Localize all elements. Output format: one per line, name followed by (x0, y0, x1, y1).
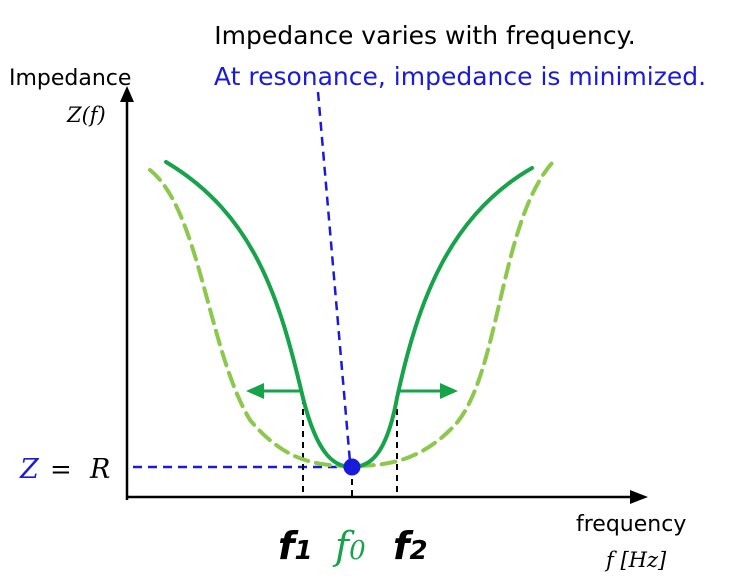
y-axis-arrowhead (120, 86, 134, 102)
x-axis-symbol: f [Hz] (604, 548, 667, 572)
subtitle: At resonance, impedance is minimized. (214, 62, 706, 91)
left-shift-arrow-icon (246, 383, 264, 399)
f2-label: f2 (393, 524, 428, 568)
narrow-impedance-curve (164, 160, 534, 470)
r-symbol: R (89, 454, 110, 485)
y-axis-label: Impedance (9, 66, 131, 91)
x-axis-arrowhead (630, 490, 648, 504)
right-shift-arrow-icon (440, 383, 458, 399)
title: Impedance varies with frequency. (214, 21, 636, 50)
wide-impedance-curve (148, 160, 555, 469)
f0-label: f0 (332, 524, 366, 568)
resonance-pointer-line (316, 91, 352, 463)
x-axis-label: frequency (576, 512, 686, 537)
z-symbol: Z (19, 454, 40, 485)
f1-label: f1 (278, 524, 313, 568)
resonance-point (343, 458, 361, 476)
y-axis-symbol: Z(f) (66, 103, 106, 127)
equals-sign: = (50, 455, 72, 485)
